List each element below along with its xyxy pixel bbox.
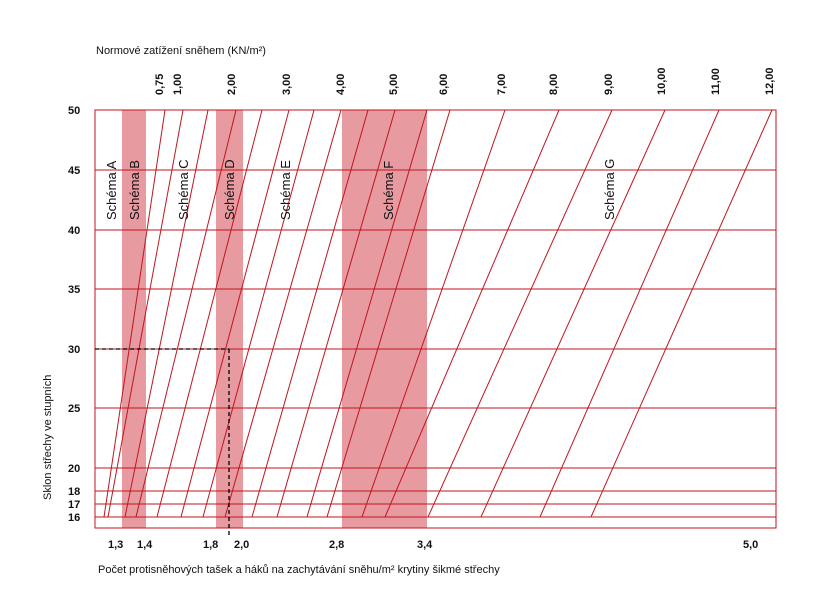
y-tick-label: 40 — [68, 225, 80, 237]
top-tick-label: 12,00 — [764, 67, 776, 95]
load-line-14 — [384, 109, 560, 518]
top-tick-label: 9,00 — [603, 74, 615, 95]
scheme-label: Schéma C — [176, 159, 191, 220]
top-tick-label: 5,00 — [388, 74, 400, 95]
band-2 — [216, 110, 243, 528]
top-tick-label: 3,00 — [281, 74, 293, 95]
load-line-13 — [361, 109, 506, 518]
load-line-16 — [480, 109, 666, 518]
chart-grid — [94, 109, 777, 529]
top-tick-label: 0,75 — [154, 74, 166, 95]
x-tick-label: 3,4 — [417, 539, 433, 551]
y-tick-label: 16 — [68, 512, 80, 524]
load-line-6 — [180, 109, 290, 518]
load-line-5 — [156, 109, 263, 518]
load-line-1 — [103, 109, 166, 518]
y-tick-label: 30 — [68, 344, 80, 356]
scheme-label: Schéma G — [602, 159, 617, 220]
top-tick-label: 2,00 — [226, 74, 238, 95]
example-reading — [95, 348, 230, 536]
x-tick-label: 1,8 — [203, 539, 218, 551]
load-line-4 — [135, 109, 237, 518]
x-tick-label: 2,0 — [234, 539, 249, 551]
scheme-label: Schéma B — [127, 160, 142, 220]
x-tick-label: 2,8 — [329, 539, 344, 551]
load-line-11 — [306, 109, 428, 518]
x-tick-label: 5,0 — [743, 539, 758, 551]
load-line-3 — [124, 109, 209, 518]
scheme-label: Schéma D — [222, 159, 237, 220]
band-3 — [342, 110, 427, 528]
load-line-2 — [107, 109, 184, 518]
top-tick-label: 10,00 — [656, 67, 668, 95]
top-tick-label: 11,00 — [710, 68, 722, 95]
y-axis-title: Sklon střechy ve stupních — [42, 375, 54, 500]
y-tick-label: 50 — [68, 105, 80, 117]
plot-frame — [94, 109, 777, 529]
x-tick-label: 1,3 — [108, 539, 123, 551]
chart-labels: Normové zatížení sněhem (KN/m²) Počet pr… — [42, 45, 500, 576]
load-lines — [103, 109, 773, 518]
x-axis-title: Počet protisněhových tašek a háků na zac… — [98, 564, 500, 576]
y-tick-label: 18 — [68, 486, 80, 498]
y-tick-label: 25 — [68, 403, 80, 415]
top-axis-title: Normové zatížení sněhem (KN/m²) — [96, 45, 266, 57]
load-line-15 — [427, 109, 613, 518]
load-line-9 — [251, 109, 369, 518]
y-tick-label: 17 — [68, 499, 80, 511]
top-tick-label: 8,00 — [548, 74, 560, 95]
load-line-8 — [224, 109, 342, 518]
load-line-17 — [539, 109, 720, 518]
scheme-label: Schéma A — [104, 160, 119, 220]
load-line-18 — [590, 109, 773, 518]
y-tick-label: 45 — [68, 165, 80, 177]
y-tick-label: 35 — [68, 284, 80, 296]
scheme-label: Schéma E — [278, 160, 293, 220]
x-tick-label: 1,4 — [137, 539, 153, 551]
load-line-7 — [202, 109, 315, 518]
y-tick-label: 20 — [68, 463, 80, 475]
load-line-10 — [276, 109, 396, 518]
tick-labels: 0,75 1,00 2,00 3,00 4,00 5,00 6,00 7,00 8,00 9,00… — [68, 67, 776, 551]
top-tick-label: 4,00 — [335, 74, 347, 95]
scheme-bands — [122, 110, 427, 528]
load-line-12 — [326, 109, 451, 518]
top-tick-label: 7,00 — [496, 74, 508, 95]
top-tick-label: 6,00 — [438, 74, 450, 95]
top-tick-label: 1,00 — [172, 74, 184, 95]
scheme-label: Schéma F — [381, 161, 396, 220]
